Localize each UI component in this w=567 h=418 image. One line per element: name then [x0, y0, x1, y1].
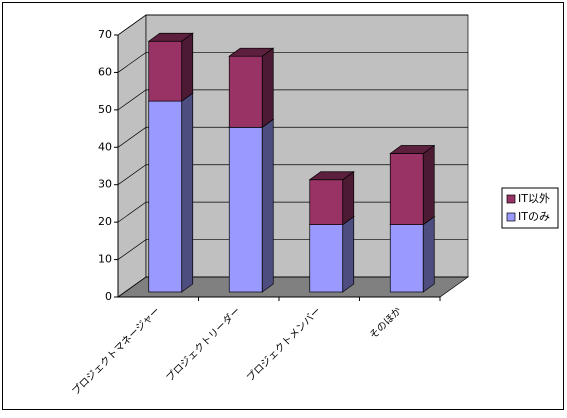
bar-segment	[308, 171, 355, 226]
bar-segment	[389, 144, 436, 226]
bar-segment	[228, 118, 275, 293]
y-tick-label: 50	[98, 103, 112, 116]
bar-front	[228, 126, 263, 293]
grid-line	[117, 52, 468, 73]
legend-label: IT以外	[518, 192, 550, 205]
bar-segment	[147, 92, 194, 293]
bar-front	[389, 153, 424, 225]
bar-side	[181, 32, 194, 102]
y-tick-label: 30	[98, 178, 112, 191]
bar-side	[261, 47, 274, 129]
bar-front	[309, 179, 344, 225]
left-wall	[117, 14, 147, 298]
bar-top	[147, 32, 194, 42]
y-tick-label: 40	[98, 140, 112, 153]
bar-side	[342, 215, 355, 293]
grid-line	[117, 14, 468, 36]
bar-front	[228, 55, 263, 128]
legend: IT以外 ITのみ	[501, 187, 559, 229]
bar-side	[342, 171, 355, 226]
bar-segment	[389, 215, 436, 293]
grid-line	[117, 164, 468, 185]
bar-side	[181, 92, 194, 293]
grid-line	[117, 201, 468, 223]
bar-segment	[308, 215, 355, 293]
legend-swatch	[506, 194, 516, 204]
y-tick-label: 0	[105, 290, 112, 303]
y-tick-label: 70	[98, 28, 112, 41]
legend-swatch	[506, 212, 516, 222]
bar-side	[261, 118, 274, 293]
y-tick-label: 60	[98, 65, 112, 78]
grid-line	[117, 126, 468, 148]
grid-line	[117, 276, 468, 298]
bar-side	[422, 144, 435, 226]
y-tick-label: 20	[98, 215, 112, 228]
y-tick-label: 10	[98, 253, 112, 266]
bar-top	[308, 171, 355, 181]
bar-side	[422, 215, 435, 293]
bar-front	[148, 100, 183, 293]
bar-front	[309, 224, 344, 293]
bar-segment	[228, 47, 275, 129]
bar-front	[389, 224, 424, 293]
bar-top	[228, 47, 275, 57]
legend-label: ITのみ	[518, 210, 550, 223]
grid-line	[117, 89, 468, 111]
bar-segment	[147, 32, 194, 102]
grid-line	[117, 239, 468, 260]
bar-top	[389, 145, 436, 154]
bar-front	[148, 40, 183, 102]
